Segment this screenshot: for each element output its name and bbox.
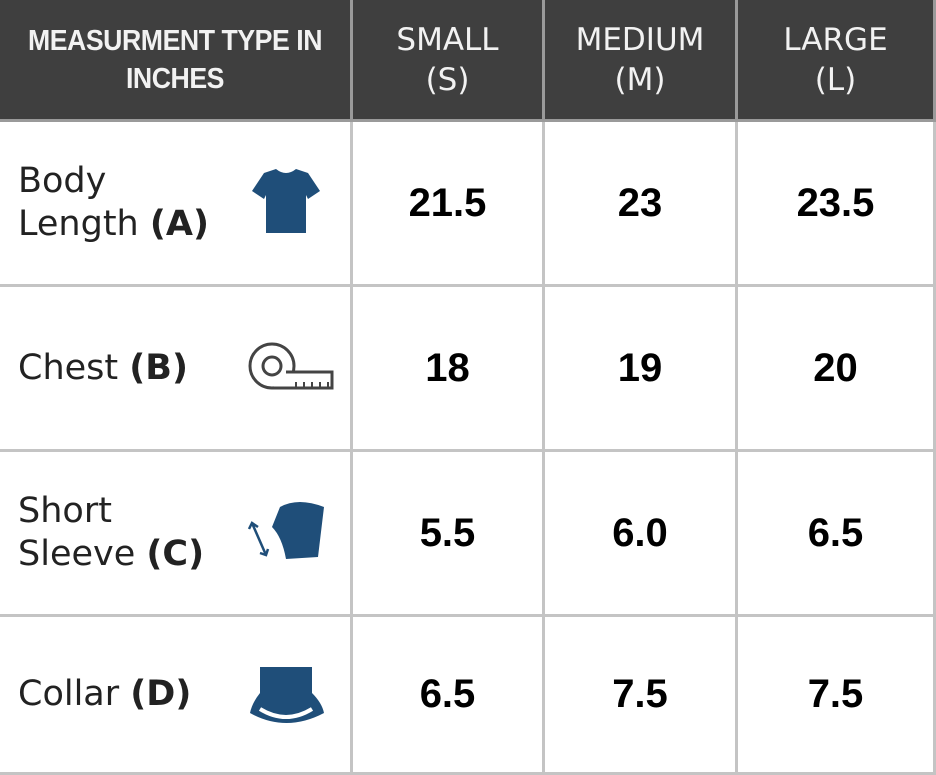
header-cell: SMALL (S): [353, 0, 545, 122]
measurement-icon: [247, 502, 324, 559]
row-label: Collar (D): [18, 673, 191, 716]
value-cell: 23.5: [738, 122, 936, 287]
size-value: 19: [617, 345, 663, 390]
size-abbr: (S): [425, 61, 470, 98]
size-value: 6.5: [419, 672, 476, 716]
row-label-cell: Collar (D): [0, 617, 353, 775]
size-value: 18: [425, 345, 470, 390]
header-size: SMALL (S): [396, 20, 498, 100]
size-value: 21.5: [408, 180, 487, 225]
size-value: 6.0: [612, 510, 668, 555]
value-cell: 7.5: [738, 617, 936, 775]
value-cell: 6.5: [353, 617, 545, 775]
header-size: LARGE (L): [783, 20, 887, 100]
header-cell: MEASURMENT TYPE IN INCHES: [0, 0, 353, 122]
measurement-name: Short Sleeve: [18, 491, 136, 574]
size-value: 7.5: [807, 672, 864, 716]
row-label: Short Sleeve (C): [18, 490, 238, 576]
measurement-icon: [252, 169, 320, 233]
header-cell: LARGE (L): [738, 0, 936, 122]
size-value: 7.5: [612, 672, 668, 716]
size-value: 6.5: [807, 510, 864, 555]
value-cell: 6.0: [545, 452, 738, 617]
size-abbr: (M): [614, 61, 666, 98]
measurement-name: Body Length: [18, 161, 139, 244]
row-label-cell: Chest (B): [0, 287, 353, 452]
size-value: 23.5: [796, 180, 875, 225]
measurement-code: (C): [146, 534, 205, 574]
value-cell: 18: [353, 287, 545, 452]
header-size: MEDIUM (M): [576, 20, 705, 100]
measurement-icon: [248, 342, 334, 390]
value-cell: 5.5: [353, 452, 545, 617]
size-value: 23: [617, 180, 663, 225]
measurement-code: (D): [130, 674, 192, 714]
header-label: MEASURMENT TYPE IN INCHES: [27, 24, 323, 95]
size-name: MEDIUM: [575, 21, 705, 58]
measurement-code: (B): [129, 347, 188, 388]
size-value: 20: [813, 345, 858, 390]
measurement-icon: [250, 666, 324, 723]
row-label-cell: Body Length (A): [0, 122, 353, 287]
value-cell: 7.5: [545, 617, 738, 775]
size-name: LARGE: [783, 21, 888, 58]
row-label-cell: Short Sleeve (C): [0, 452, 353, 617]
value-cell: 20: [738, 287, 936, 452]
header-cell: MEDIUM (M): [545, 0, 738, 122]
value-cell: 21.5: [353, 122, 545, 287]
size-name: SMALL: [396, 21, 499, 58]
row-label: Chest (B): [18, 347, 188, 390]
size-abbr: (L): [814, 61, 857, 98]
value-cell: 23: [545, 122, 738, 287]
measurement-code: (A): [149, 204, 209, 244]
value-cell: 19: [545, 287, 738, 452]
measurement-name: Chest: [18, 347, 119, 388]
value-cell: 6.5: [738, 452, 936, 617]
row-label: Body Length (A): [18, 160, 238, 246]
size-value: 5.5: [419, 510, 476, 555]
measurement-name: Collar: [18, 674, 120, 714]
